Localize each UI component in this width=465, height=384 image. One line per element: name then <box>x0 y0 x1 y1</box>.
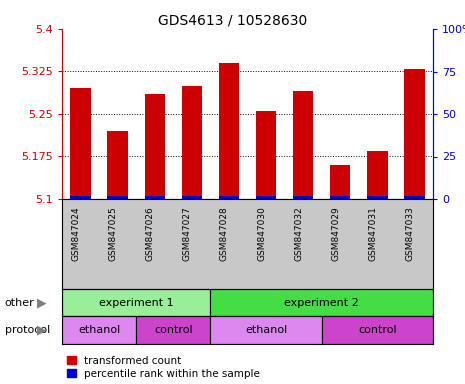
Bar <box>330 165 351 199</box>
Text: GSM847033: GSM847033 <box>405 206 414 261</box>
Text: control: control <box>154 325 193 335</box>
Bar <box>182 86 202 199</box>
Text: GSM847025: GSM847025 <box>109 206 118 261</box>
Bar <box>256 196 276 199</box>
Bar <box>293 91 313 199</box>
Bar <box>256 111 276 199</box>
Text: control: control <box>358 325 397 335</box>
Text: GSM847024: GSM847024 <box>72 206 80 261</box>
Text: GSM847027: GSM847027 <box>183 206 192 261</box>
Text: protocol: protocol <box>5 325 50 335</box>
Text: other: other <box>5 298 34 308</box>
Bar <box>404 196 425 199</box>
Bar <box>210 316 322 344</box>
Text: GSM847032: GSM847032 <box>294 206 303 261</box>
Bar <box>219 63 239 199</box>
Text: ▶: ▶ <box>37 323 47 336</box>
Text: GSM847028: GSM847028 <box>220 206 229 261</box>
Bar <box>70 88 91 199</box>
Bar <box>367 151 387 199</box>
Bar <box>62 316 136 344</box>
Text: GSM847030: GSM847030 <box>257 206 266 261</box>
Text: ▶: ▶ <box>37 296 47 309</box>
Text: GSM847029: GSM847029 <box>331 206 340 261</box>
Text: experiment 2: experiment 2 <box>284 298 359 308</box>
Bar <box>330 196 351 199</box>
Bar <box>367 196 387 199</box>
Bar <box>145 94 165 199</box>
Text: experiment 1: experiment 1 <box>99 298 173 308</box>
Text: GSM847026: GSM847026 <box>146 206 155 261</box>
Text: GSM847031: GSM847031 <box>368 206 378 261</box>
Text: GDS4613 / 10528630: GDS4613 / 10528630 <box>158 14 307 28</box>
Bar <box>322 316 433 344</box>
Legend: transformed count, percentile rank within the sample: transformed count, percentile rank withi… <box>67 356 260 379</box>
Text: ethanol: ethanol <box>78 325 120 335</box>
Bar <box>182 196 202 199</box>
Bar <box>70 196 91 199</box>
Bar <box>210 289 433 316</box>
Bar <box>107 196 128 199</box>
Bar <box>219 196 239 199</box>
Bar <box>293 196 313 199</box>
Text: ethanol: ethanol <box>245 325 287 335</box>
Bar <box>62 289 210 316</box>
Bar <box>136 316 210 344</box>
Bar <box>107 131 128 199</box>
Bar <box>404 69 425 199</box>
Bar <box>145 196 165 199</box>
